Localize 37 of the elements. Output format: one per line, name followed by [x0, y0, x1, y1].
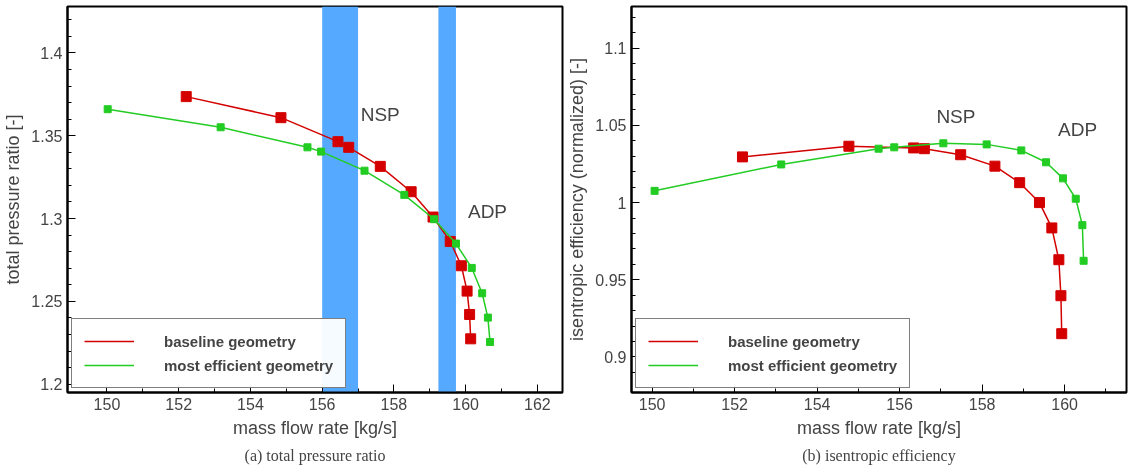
y-tick-label: 0.95: [595, 271, 627, 289]
x-tick-label: 158: [380, 395, 408, 413]
x-tick-label: 150: [638, 395, 666, 413]
x-tick-label: 160: [452, 395, 480, 413]
y-tick-label: 1.05: [595, 117, 627, 135]
text: (a) total pressure ratio: [244, 446, 386, 465]
annotation: NSP: [360, 104, 400, 126]
y-axis-title: isentropic efficiency (normalized) [-]: [567, 58, 588, 341]
x-tick-label: 160: [1051, 395, 1079, 413]
x-tick-label: 152: [721, 395, 749, 413]
annotation: ADP: [467, 200, 508, 222]
legend-label: baseline geometry: [728, 332, 860, 350]
y-tick-label: 1.25: [31, 293, 63, 311]
x-tick-label: 158: [968, 395, 996, 413]
x-axis-title: mass flow rate [kg/s]: [796, 417, 962, 438]
legend-label: most efficient geometry: [164, 356, 334, 374]
y-tick-label: 1.2: [40, 376, 63, 394]
y-tick-label: 1.35: [31, 127, 63, 145]
y-tick-label: 1.3: [40, 210, 63, 228]
y-tick-label: 1.1: [604, 40, 627, 58]
x-tick-label: 152: [165, 395, 193, 413]
legend-label: most efficient geometry: [728, 356, 898, 374]
annotation: NSP: [936, 105, 976, 127]
annotation: ADP: [1058, 119, 1098, 141]
x-tick-label: 156: [308, 395, 336, 413]
legend-label: baseline geometry: [164, 332, 296, 350]
y-tick-label: 1.4: [40, 44, 63, 62]
x-axis-title: mass flow rate [kg/s]: [232, 417, 398, 438]
y-axis-title: total pressure ratio [-]: [3, 114, 24, 285]
x-tick-label: 162: [524, 395, 551, 413]
y-tick-label: 0.9: [604, 348, 627, 366]
x-tick-label: 154: [803, 395, 831, 413]
text: (b) isentropic efficiency: [802, 446, 956, 465]
x-tick-label: 150: [93, 395, 121, 413]
x-tick-label: 154: [237, 395, 264, 413]
y-tick-label: 1: [617, 194, 627, 212]
x-tick-label: 156: [886, 395, 914, 413]
